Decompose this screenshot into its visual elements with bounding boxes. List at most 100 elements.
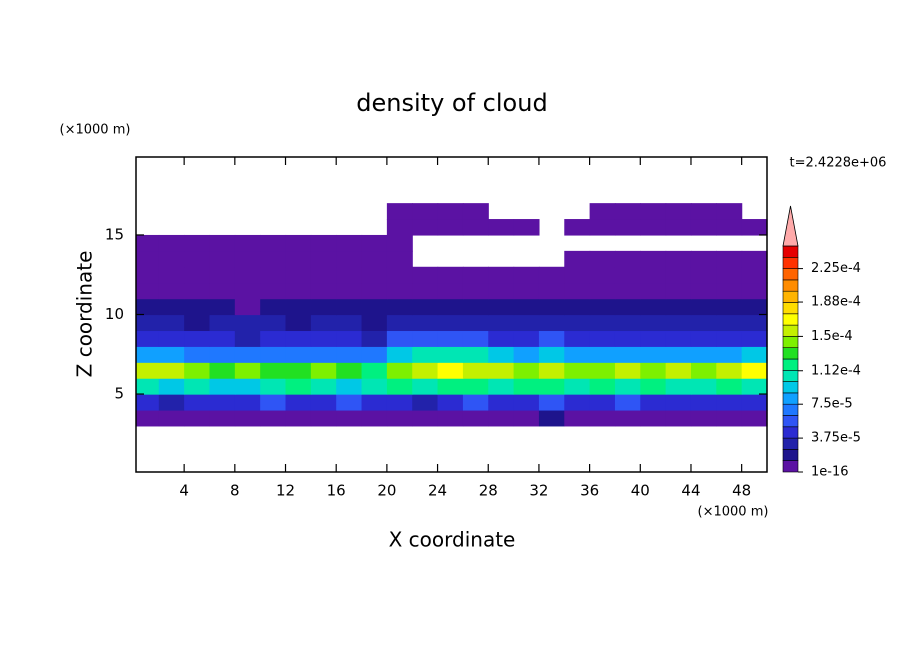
cell bbox=[513, 378, 540, 395]
cell bbox=[158, 330, 185, 347]
cell bbox=[361, 362, 388, 379]
cell bbox=[184, 362, 211, 379]
cell bbox=[209, 346, 236, 363]
cell bbox=[412, 219, 439, 236]
cell bbox=[589, 378, 616, 395]
cell bbox=[260, 330, 287, 347]
cell bbox=[260, 394, 287, 411]
cell bbox=[386, 203, 413, 220]
colorbar-band bbox=[782, 403, 799, 416]
cell bbox=[310, 346, 337, 363]
cell bbox=[462, 409, 489, 427]
cell bbox=[285, 266, 312, 284]
cell bbox=[437, 219, 464, 236]
cell bbox=[158, 346, 185, 363]
time-label: t=2.4228e+06 bbox=[790, 156, 887, 171]
cell bbox=[640, 362, 667, 379]
cell bbox=[234, 314, 261, 332]
colorbar-band bbox=[782, 279, 799, 292]
cell bbox=[234, 298, 261, 316]
colorbar-band bbox=[782, 358, 799, 371]
cell bbox=[716, 330, 743, 347]
cell bbox=[564, 314, 591, 332]
cell bbox=[690, 219, 717, 236]
cell bbox=[437, 378, 464, 395]
cell bbox=[437, 314, 464, 332]
cell bbox=[513, 362, 540, 379]
cell bbox=[741, 282, 768, 300]
cell bbox=[310, 362, 337, 379]
cell bbox=[690, 266, 717, 284]
cell bbox=[285, 298, 312, 316]
cell bbox=[690, 282, 717, 300]
cell bbox=[136, 266, 160, 284]
cell bbox=[665, 314, 692, 332]
cell bbox=[412, 314, 439, 332]
cell bbox=[488, 298, 515, 316]
cell bbox=[690, 314, 717, 332]
cell bbox=[209, 298, 236, 316]
cell bbox=[716, 298, 743, 316]
cell bbox=[158, 298, 185, 316]
cell bbox=[136, 346, 160, 363]
cell bbox=[386, 219, 413, 236]
cell bbox=[690, 330, 717, 347]
cell bbox=[741, 266, 768, 284]
colorbar-band bbox=[782, 256, 799, 269]
x-tick-label: 4 bbox=[179, 482, 189, 500]
x-tick-label: 28 bbox=[479, 482, 498, 500]
cell bbox=[209, 362, 236, 379]
cell bbox=[614, 298, 641, 316]
cell bbox=[158, 250, 185, 268]
cell bbox=[589, 266, 616, 284]
cell bbox=[158, 282, 185, 300]
cell bbox=[462, 346, 489, 363]
cell bbox=[437, 203, 464, 220]
colorbar-tick-label: 2.25e-4 bbox=[811, 261, 861, 276]
cell bbox=[589, 409, 616, 427]
cell bbox=[234, 378, 261, 395]
cell bbox=[412, 378, 439, 395]
cell bbox=[361, 266, 388, 284]
cell bbox=[488, 330, 515, 347]
x-axis-title: X coordinate bbox=[389, 528, 516, 552]
cell bbox=[412, 409, 439, 427]
cell bbox=[136, 234, 160, 252]
cell bbox=[184, 314, 211, 332]
cell bbox=[234, 362, 261, 379]
cell bbox=[640, 282, 667, 300]
cell bbox=[665, 266, 692, 284]
cell bbox=[462, 362, 489, 379]
cell bbox=[260, 266, 287, 284]
cell bbox=[614, 330, 641, 347]
cell bbox=[361, 346, 388, 363]
cell bbox=[209, 314, 236, 332]
cell bbox=[209, 282, 236, 300]
colorbar-band bbox=[782, 426, 799, 439]
colorbar-band bbox=[782, 460, 799, 473]
cell bbox=[462, 378, 489, 395]
cell bbox=[361, 250, 388, 268]
cell bbox=[614, 409, 641, 427]
cell bbox=[564, 378, 591, 395]
cell bbox=[716, 203, 743, 220]
cell bbox=[310, 282, 337, 300]
cell bbox=[234, 266, 261, 284]
cell bbox=[640, 219, 667, 236]
cell bbox=[462, 219, 489, 236]
cell bbox=[640, 250, 667, 268]
cell bbox=[136, 298, 160, 316]
cell bbox=[260, 298, 287, 316]
cell bbox=[488, 346, 515, 363]
cell bbox=[209, 266, 236, 284]
cell bbox=[614, 314, 641, 332]
cell bbox=[665, 298, 692, 316]
cell bbox=[386, 346, 413, 363]
cell bbox=[741, 409, 768, 427]
colorbar-tick-label: 1.88e-4 bbox=[811, 295, 861, 310]
cell bbox=[640, 266, 667, 284]
cell bbox=[614, 378, 641, 395]
cell bbox=[285, 314, 312, 332]
cell bbox=[285, 250, 312, 268]
cell bbox=[564, 346, 591, 363]
